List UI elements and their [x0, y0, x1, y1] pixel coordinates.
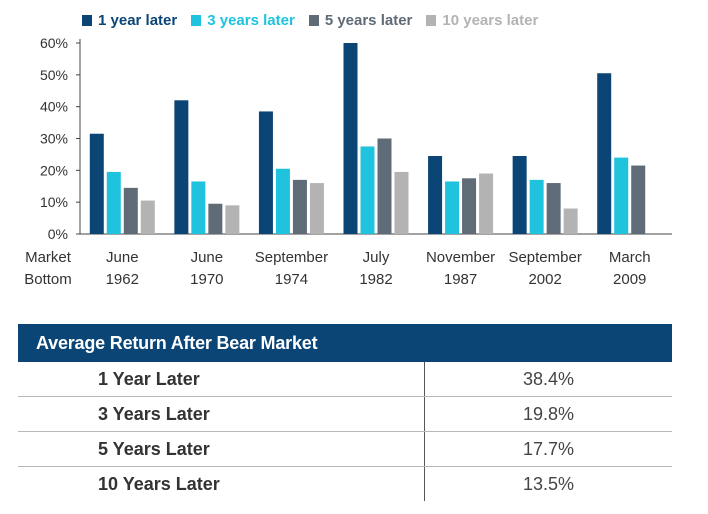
row-label: 5 Years Later: [18, 431, 425, 467]
bar: [631, 165, 646, 234]
x-tick-label: June: [106, 249, 139, 266]
row-value: 17.7%: [424, 431, 672, 467]
bar: [377, 138, 392, 234]
legend-swatch-5yr: [308, 15, 319, 26]
row-label: 10 Years Later: [18, 466, 425, 501]
bar: [258, 111, 273, 234]
row-label: 1 Year Later: [18, 362, 425, 397]
bar: [428, 156, 443, 234]
row-label: 3 Years Later: [18, 396, 425, 432]
table-row: 5 Years Later 17.7%: [18, 431, 672, 467]
bar: [597, 73, 612, 234]
legend-label-3yr: 3 years later: [207, 12, 295, 29]
y-tick-label: 40%: [40, 99, 68, 115]
bar: [445, 181, 460, 234]
summary-title: Average Return After Bear Market: [18, 324, 672, 362]
row-value: 19.8%: [424, 396, 672, 432]
summary-panel: Average Return After Bear Market 1 Year …: [18, 324, 672, 501]
x-tick-label: 1987: [444, 271, 477, 288]
x-tick-label: September: [255, 249, 328, 266]
bar: [275, 168, 290, 234]
x-tick-label: November: [426, 249, 495, 266]
bar: [309, 183, 324, 234]
y-tick-label: 50%: [40, 67, 68, 83]
bar: [529, 179, 544, 234]
table-row: 1 Year Later 38.4%: [18, 362, 672, 397]
legend-item-5yr: 5 years later: [308, 12, 413, 29]
bar: [343, 43, 358, 234]
x-tick-label: July: [363, 249, 390, 266]
y-tick-label: 60%: [40, 35, 68, 51]
bar: [225, 205, 240, 234]
x-axis-title: Market: [25, 249, 72, 266]
bar: [174, 100, 189, 234]
bar-chart: 0% 10% 20% 30% 40% 50% 60% June 1962 June 1970 Sept…: [24, 35, 672, 288]
bar: [360, 146, 375, 234]
legend-label-5yr: 5 years later: [324, 12, 413, 29]
table-row: 3 Years Later 19.8%: [18, 396, 672, 432]
bar: [546, 183, 561, 234]
chart-legend: 1 year later 3 years later 5 years later…: [82, 12, 538, 29]
x-tick-label: June: [191, 249, 224, 266]
bar: [292, 179, 307, 234]
x-axis-title: Bottom: [24, 271, 72, 288]
x-tick-label: 1982: [359, 271, 392, 288]
legend-item-1yr: 1 year later: [82, 12, 177, 29]
x-tick-label: 2002: [528, 271, 561, 288]
bar: [614, 157, 629, 234]
bar: [140, 200, 155, 234]
table-row: 10 Years Later 13.5%: [18, 466, 672, 501]
x-tick-label: 2009: [613, 271, 646, 288]
legend-label-10yr: 10 years later: [442, 12, 539, 29]
bar: [106, 171, 121, 234]
bar: [191, 181, 206, 234]
bar: [123, 187, 138, 234]
bar: [479, 173, 494, 234]
x-tick-label: 1974: [275, 271, 308, 288]
bar: [563, 208, 578, 234]
x-tick-label: September: [508, 249, 581, 266]
x-tick-label: 1970: [190, 271, 223, 288]
summary-table: 1 Year Later 38.4% 3 Years Later 19.8% 5…: [18, 362, 672, 501]
y-tick-label: 30%: [40, 131, 68, 147]
y-tick-label: 0%: [48, 226, 68, 242]
bar: [208, 203, 223, 234]
x-tick-label: 1962: [106, 271, 139, 288]
legend-item-3yr: 3 years later: [191, 12, 295, 29]
bar: [394, 171, 409, 234]
bar: [462, 178, 477, 234]
bar: [512, 156, 527, 234]
y-tick-label: 10%: [40, 194, 68, 210]
y-tick-label: 20%: [40, 162, 68, 178]
row-value: 38.4%: [424, 362, 672, 397]
legend-item-10yr: 10 years later: [426, 12, 538, 29]
legend-swatch-1yr: [82, 15, 92, 26]
legend-swatch-3yr: [191, 15, 202, 26]
row-value: 13.5%: [522, 473, 575, 494]
legend-label-1yr: 1 year later: [98, 12, 178, 29]
legend-swatch-10yr: [426, 15, 437, 26]
x-tick-label: March: [609, 249, 651, 266]
bar: [89, 133, 104, 234]
